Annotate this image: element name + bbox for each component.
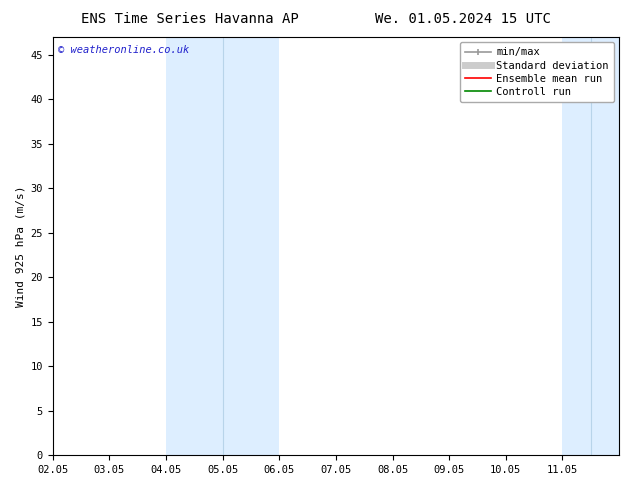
Legend: min/max, Standard deviation, Ensemble mean run, Controll run: min/max, Standard deviation, Ensemble me…	[460, 42, 614, 102]
Y-axis label: Wind 925 hPa (m/s): Wind 925 hPa (m/s)	[15, 185, 25, 307]
Text: We. 01.05.2024 15 UTC: We. 01.05.2024 15 UTC	[375, 12, 551, 26]
Text: © weatheronline.co.uk: © weatheronline.co.uk	[58, 46, 190, 55]
Bar	[166, 37, 279, 455]
Text: ENS Time Series Havanna AP: ENS Time Series Havanna AP	[81, 12, 299, 26]
Bar	[562, 37, 619, 455]
